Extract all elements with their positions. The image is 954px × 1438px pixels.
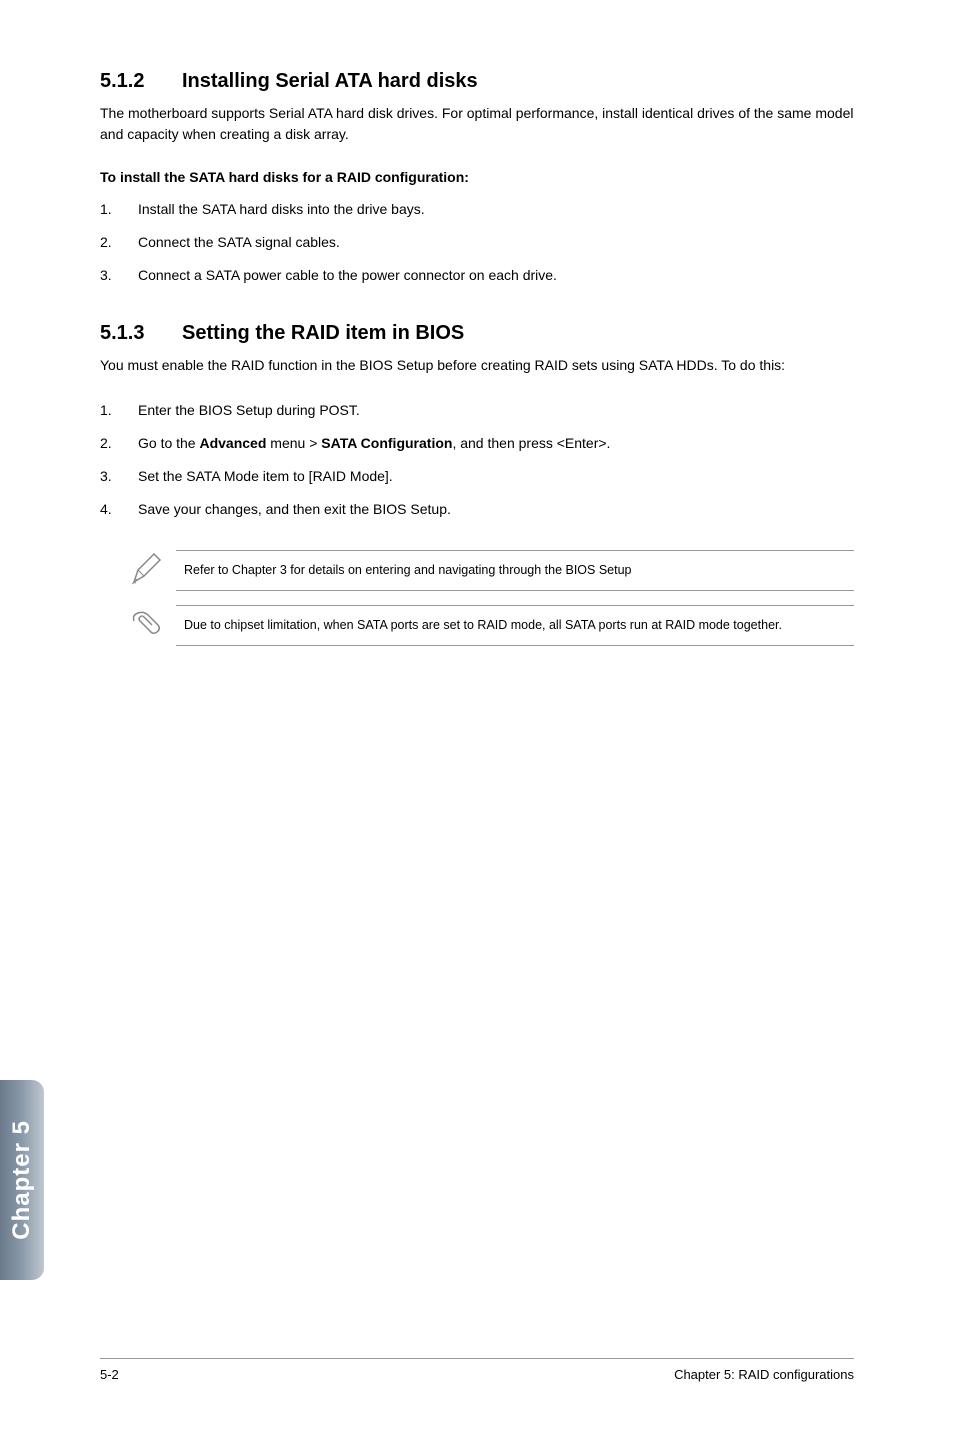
pencil-icon [128,550,176,593]
list-item: 3. Connect a SATA power cable to the pow… [100,265,854,286]
section-number: 5.1.3 [100,322,182,345]
step-number: 2. [100,433,138,454]
section-title: Installing Serial ATA hard disks [182,70,478,92]
section-heading-5-1-2: 5.1.2Installing Serial ATA hard disks [100,70,854,93]
list-item: 1. Enter the BIOS Setup during POST. [100,400,854,421]
step-number: 1. [100,199,138,220]
step-text: Go to the Advanced menu > SATA Configura… [138,433,854,454]
list-item: 2. Go to the Advanced menu > SATA Config… [100,433,854,454]
step-number: 4. [100,499,138,520]
section1-steps: 1. Install the SATA hard disks into the … [100,199,854,286]
footer-title: Chapter 5: RAID configurations [674,1367,854,1382]
step-number: 3. [100,265,138,286]
list-item: 3. Set the SATA Mode item to [RAID Mode]… [100,466,854,487]
section-number: 5.1.2 [100,70,182,93]
section-title: Setting the RAID item in BIOS [182,322,464,344]
page-number: 5-2 [100,1367,119,1382]
step-text: Connect the SATA signal cables. [138,232,854,253]
section2-steps: 1. Enter the BIOS Setup during POST. 2. … [100,400,854,520]
step-number: 3. [100,466,138,487]
step-text: Connect a SATA power cable to the power … [138,265,854,286]
note-text: Refer to Chapter 3 for details on enteri… [176,550,854,591]
list-item: 4. Save your changes, and then exit the … [100,499,854,520]
note-pencil: Refer to Chapter 3 for details on enteri… [128,550,854,593]
section1-intro: The motherboard supports Serial ATA hard… [100,103,854,145]
chapter-side-tab: Chapter 5 [0,1080,44,1280]
list-item: 2. Connect the SATA signal cables. [100,232,854,253]
note-paperclip: Due to chipset limitation, when SATA por… [128,605,854,646]
section2-intro: You must enable the RAID function in the… [100,355,854,376]
note-text: Due to chipset limitation, when SATA por… [176,605,854,646]
step-text: Set the SATA Mode item to [RAID Mode]. [138,466,854,487]
step-number: 1. [100,400,138,421]
section-heading-5-1-3: 5.1.3Setting the RAID item in BIOS [100,322,854,345]
step-text: Enter the BIOS Setup during POST. [138,400,854,421]
step-number: 2. [100,232,138,253]
step-text: Save your changes, and then exit the BIO… [138,499,854,520]
step-text: Install the SATA hard disks into the dri… [138,199,854,220]
list-item: 1. Install the SATA hard disks into the … [100,199,854,220]
paperclip-icon [128,605,176,642]
side-tab-label: Chapter 5 [8,1120,36,1240]
section1-subheading: To install the SATA hard disks for a RAI… [100,169,854,185]
page-footer: 5-2 Chapter 5: RAID configurations [100,1358,854,1382]
